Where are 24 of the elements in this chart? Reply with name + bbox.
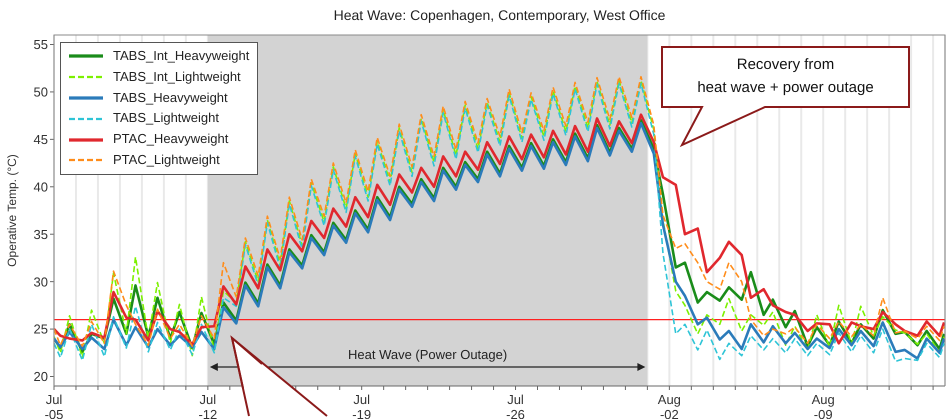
y-axis-title: Operative Temp. (°C) — [5, 154, 19, 267]
annotation: Recovery from heat wave + power outage — [697, 56, 874, 96]
x-tick-label: Aug -09 — [812, 392, 835, 419]
legend-label: TABS_Lightweight — [113, 109, 219, 128]
y-tick-label: 25 — [34, 322, 48, 337]
y-tick-label: 40 — [34, 179, 48, 194]
chart-title: Heat Wave: Copenhagen, Contemporary, West Office — [334, 7, 666, 23]
legend-label: TABS_Int_Lightweight — [113, 68, 241, 86]
band-label: Heat Wave (Power Outage) — [348, 347, 508, 362]
y-tick-label: 55 — [34, 37, 48, 52]
y-tick-label: 35 — [34, 226, 48, 242]
legend-label: PTAC_Lightweight — [113, 150, 220, 169]
x-tick-label: Jul -26 — [506, 392, 525, 419]
legend-label: PTAC_Heavyweight — [113, 130, 228, 148]
x-tick-label: Jul -05 — [44, 392, 64, 419]
y-tick-label: 50 — [34, 84, 48, 100]
x-tick-label: Aug -02 — [658, 392, 681, 419]
y-tick-label: 20 — [34, 369, 48, 384]
x-tick-label: Jul -12 — [198, 392, 218, 419]
y-tick-label: 30 — [34, 274, 48, 290]
x-tick-label: Jul -19 — [352, 392, 372, 419]
y-tick-label: 45 — [34, 132, 48, 147]
legend-label: TABS_Int_Heavyweight — [113, 47, 250, 65]
legend-label: TABS_Heavyweight — [113, 88, 228, 107]
